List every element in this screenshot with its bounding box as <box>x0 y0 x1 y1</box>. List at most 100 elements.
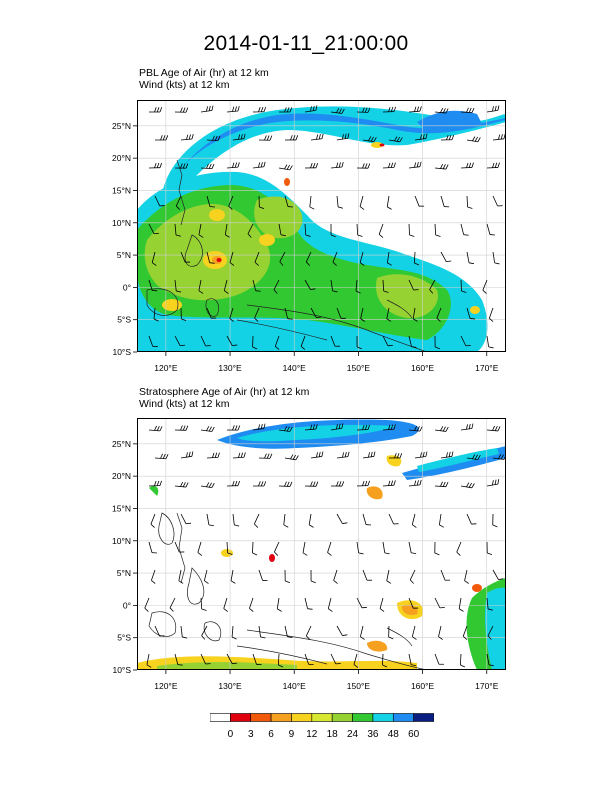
wind-barb <box>466 136 481 143</box>
wind-barb <box>252 335 258 350</box>
wind-barb <box>355 279 361 294</box>
lon-tick-label: 140°E <box>283 681 307 691</box>
wind-barb <box>408 541 417 554</box>
colorbar-label: 12 <box>306 729 318 740</box>
wind-barb <box>408 279 419 291</box>
wind-barb <box>434 335 440 350</box>
strat-title-line2: Wind (kts) at 12 km <box>139 398 230 410</box>
wind-barb <box>411 625 417 640</box>
wind-barb <box>362 513 372 526</box>
strat-coastlines <box>148 512 428 670</box>
wind-barb <box>388 625 394 640</box>
wind-barb <box>327 541 332 556</box>
wind-barb <box>464 569 469 584</box>
wind-barb <box>408 653 417 667</box>
wind-barb <box>277 653 284 668</box>
wind-barb <box>408 335 417 348</box>
lon-tick-label: 120°E <box>154 681 178 691</box>
wind-barb <box>229 307 234 322</box>
wind-barb <box>382 162 396 169</box>
wind-barb <box>201 625 208 640</box>
wind-barb <box>180 134 194 141</box>
wind-barb <box>360 625 365 640</box>
wind-barb <box>274 335 280 350</box>
wind-barb <box>386 569 392 584</box>
wind-barb <box>206 251 215 264</box>
wind-barb <box>356 480 370 487</box>
figure-title: 2014-01-11_21:00:00 <box>203 32 409 55</box>
wind-barb <box>174 541 185 553</box>
wind-barb <box>203 569 209 584</box>
wind-barb <box>330 335 340 347</box>
wind-barb <box>382 424 396 431</box>
wind-barb <box>284 307 293 320</box>
wind-barb <box>388 513 399 525</box>
wind-barb <box>258 135 273 141</box>
wind-barb <box>362 451 376 459</box>
wind-barb <box>356 163 371 169</box>
wind-barb <box>178 569 184 584</box>
wind-barb <box>487 625 494 640</box>
wind-barb <box>278 481 293 487</box>
wind-barb <box>382 106 396 113</box>
colorbar: 0 3 6 9 12 18 24 36 48 60 <box>210 713 434 740</box>
wind-barb <box>460 482 475 489</box>
wind-barb <box>466 251 475 265</box>
wind-barb <box>223 279 229 294</box>
lon-tick-label: 160°E <box>411 363 435 373</box>
wind-barb <box>460 423 474 431</box>
lat-tick-label: 25°N <box>112 439 131 449</box>
lat-tick-label: 15°N <box>112 503 131 513</box>
colorbar-label: 3 <box>248 729 254 740</box>
wind-barb <box>336 307 346 319</box>
strat-title-line1: Stratosphere Age of Air (hr) at 12 km <box>139 386 310 398</box>
wind-barb <box>302 541 308 556</box>
wind-barb <box>330 423 344 431</box>
wind-barb <box>148 162 163 169</box>
wind-barb <box>200 335 211 347</box>
colorbar-swatch <box>230 713 252 722</box>
wind-barb <box>278 164 293 171</box>
strat-map-frame <box>137 418 506 670</box>
wind-barb <box>231 625 237 640</box>
strat-map-svg <box>137 418 506 670</box>
pbl-panel-title: PBL Age of Air (hr) at 12 km Wind (kts) … <box>139 67 269 91</box>
wind-barb <box>308 513 314 528</box>
wind-barb <box>486 335 494 349</box>
wind-barb <box>284 454 299 461</box>
strat-wind-barbs <box>144 423 506 668</box>
wind-barb <box>284 625 293 638</box>
wind-barb <box>460 335 471 347</box>
wind-barb <box>388 136 403 143</box>
wind-barb <box>360 307 366 322</box>
lat-tick-label: 5°N <box>117 250 131 260</box>
wind-barb <box>434 541 440 556</box>
wind-barb <box>356 107 371 113</box>
wind-barb <box>440 569 451 581</box>
wind-barb <box>258 569 268 581</box>
wind-barb <box>382 335 393 347</box>
wind-barb <box>252 481 267 487</box>
wind-barb <box>434 163 449 170</box>
wind-barb <box>434 597 445 609</box>
wind-barb <box>408 479 422 487</box>
wind-barb <box>486 105 500 113</box>
wind-barb <box>488 307 494 322</box>
wind-barb <box>460 279 467 293</box>
colorbar-swatch <box>392 713 414 722</box>
wind-barb <box>252 161 266 169</box>
lat-tick-label: 10°N <box>112 218 131 228</box>
wind-barb <box>226 335 238 347</box>
wind-barb <box>200 163 215 170</box>
wind-barb <box>486 597 494 611</box>
wind-barb <box>304 223 311 237</box>
colorbar-swatch <box>250 713 272 722</box>
wind-barb <box>414 195 425 207</box>
wind-barb <box>151 251 157 266</box>
wind-barb <box>148 279 158 292</box>
wind-barb <box>198 279 204 294</box>
lat-tick-label: 5°S <box>117 315 131 325</box>
wind-barb <box>274 541 280 556</box>
wind-barb <box>386 251 392 266</box>
wind-barb <box>154 195 165 207</box>
